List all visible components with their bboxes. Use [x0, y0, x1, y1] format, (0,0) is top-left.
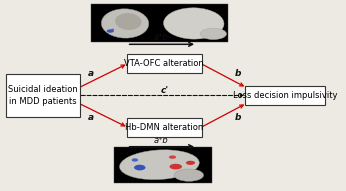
Text: a*b: a*b	[154, 33, 169, 42]
Ellipse shape	[186, 161, 195, 165]
Ellipse shape	[107, 29, 114, 33]
FancyBboxPatch shape	[127, 118, 202, 137]
Text: b: b	[235, 113, 241, 122]
Text: a: a	[88, 113, 94, 122]
Ellipse shape	[169, 155, 176, 159]
Ellipse shape	[101, 9, 149, 38]
Ellipse shape	[200, 28, 227, 40]
Text: Suicidal ideation
in MDD patients: Suicidal ideation in MDD patients	[8, 85, 78, 106]
Text: b: b	[235, 69, 241, 78]
Text: VTA-OFC alteration: VTA-OFC alteration	[125, 59, 204, 68]
Ellipse shape	[174, 169, 203, 181]
FancyBboxPatch shape	[7, 74, 80, 117]
Text: c': c'	[160, 86, 169, 95]
Text: Hb-DMN alteration: Hb-DMN alteration	[125, 123, 203, 132]
Ellipse shape	[164, 8, 224, 39]
FancyBboxPatch shape	[91, 4, 228, 42]
Ellipse shape	[115, 13, 142, 30]
Ellipse shape	[111, 29, 114, 30]
Ellipse shape	[170, 164, 182, 169]
Text: Loss decision impulsivity: Loss decision impulsivity	[233, 91, 338, 100]
Text: a: a	[88, 69, 94, 78]
FancyBboxPatch shape	[245, 86, 326, 105]
FancyBboxPatch shape	[127, 54, 202, 73]
Ellipse shape	[120, 150, 199, 180]
Ellipse shape	[134, 165, 146, 170]
FancyBboxPatch shape	[113, 147, 212, 183]
Ellipse shape	[131, 158, 138, 162]
Text: a*b: a*b	[154, 136, 169, 145]
